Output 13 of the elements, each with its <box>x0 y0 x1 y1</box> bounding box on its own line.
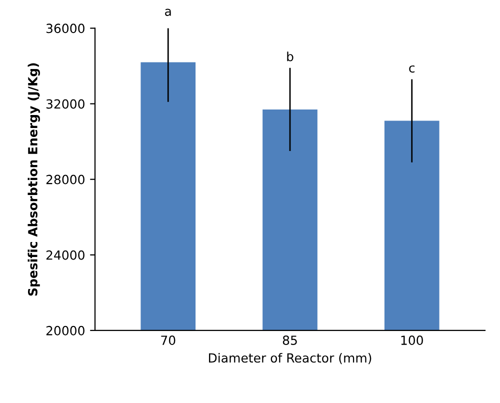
y-tick-label: 28000 <box>46 174 84 184</box>
annotation: c <box>409 65 415 73</box>
y-tick-label: 24000 <box>46 250 84 260</box>
y-tick-label: 32000 <box>46 99 84 109</box>
text: a <box>165 8 171 16</box>
annotation: b <box>287 52 294 62</box>
x-axis-title: Diameter of Reactor (mm) <box>208 352 372 364</box>
y-axis-title: Spesific Absorbtion Energy (J/Kg) <box>28 63 40 296</box>
x-tick-label: 70 <box>161 336 176 345</box>
x-tick-label: 85 <box>282 336 297 345</box>
x-tick-label: 100 <box>401 336 423 345</box>
y-tick-label: 36000 <box>46 24 84 34</box>
y-tick-label: 20000 <box>46 326 84 336</box>
